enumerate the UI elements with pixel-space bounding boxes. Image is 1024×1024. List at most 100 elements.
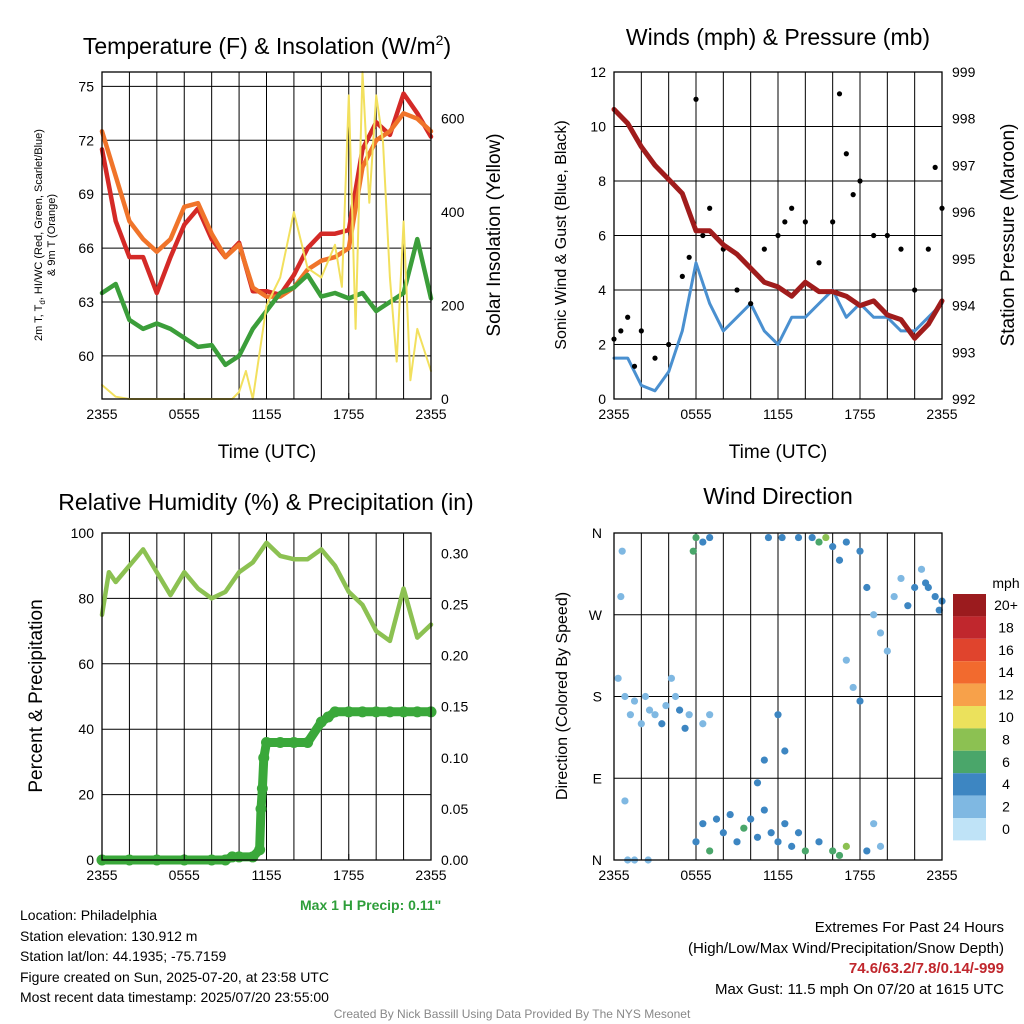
- wind-y-ticks-left: 0 2 4 6 8 10 12: [590, 64, 606, 407]
- direction-point: [764, 533, 773, 542]
- direction-point: [883, 647, 891, 655]
- colorbar-label: 12: [998, 687, 1014, 703]
- rh-panel: Relative Humidity (%) & Precipitation (i…: [26, 489, 474, 883]
- precip-point: [256, 782, 268, 794]
- gust-point: [898, 246, 904, 252]
- y-tick-label: W: [589, 607, 603, 623]
- colorbar-swatch: [953, 795, 986, 818]
- svg-text:2m T, Td, HI/WC (Red, Green, S: 2m T, Td, HI/WC (Red, Green, Scarlet/Blu…: [33, 129, 47, 341]
- direction-point: [617, 592, 625, 601]
- x-tick-label: 1155: [763, 406, 793, 422]
- y-tick-label: 0.25: [441, 597, 468, 613]
- gust-point: [884, 232, 890, 239]
- direction-point: [706, 847, 714, 855]
- direction-point: [917, 565, 926, 573]
- gust-point: [686, 254, 692, 260]
- temperature-x-ticks: 2355 0555 1155 1755 2355: [86, 393, 447, 422]
- direction-point: [794, 829, 803, 837]
- temperature-ylabel-right: Solar Insolation (Yellow): [484, 133, 505, 336]
- direction-point: [863, 847, 871, 855]
- gust-point: [693, 96, 699, 102]
- gust-point: [789, 205, 795, 211]
- direction-point: [808, 533, 816, 542]
- direction-point: [781, 747, 789, 755]
- y-tick-label: 63: [78, 294, 94, 310]
- colorbar-swatch: [953, 683, 986, 706]
- x-tick-label: 2355: [415, 867, 446, 883]
- colorbar-swatch: [953, 728, 986, 751]
- precip-point: [343, 706, 355, 718]
- x-tick-label: 2355: [926, 406, 957, 422]
- direction-point: [876, 842, 885, 850]
- extremes-info: Extremes For Past 24 Hours (High/Low/Max…: [688, 918, 1004, 1000]
- temperature-y-ticks-right: 0 200 400 600: [441, 111, 465, 407]
- station-location: Location: Philadelphia: [20, 907, 157, 923]
- direction-point: [829, 543, 837, 551]
- x-tick-label: 2355: [926, 867, 957, 883]
- y-tick-label: N: [592, 852, 602, 868]
- temperature-title: Temperature (F) & Insolation (W/m2): [83, 32, 451, 59]
- colorbar-swatch: [953, 706, 986, 729]
- precip-point: [274, 736, 286, 748]
- y-tick-label: 75: [78, 78, 94, 94]
- y-tick-label: E: [593, 770, 602, 786]
- rh-x-ticks: 2355 0555 1155 1755 2355: [86, 854, 447, 883]
- series-line-2m-t: [99, 91, 434, 298]
- direction-point: [870, 611, 878, 619]
- x-tick-label: 1155: [763, 867, 793, 883]
- direction-point: [815, 538, 823, 546]
- direction-point: [676, 706, 684, 714]
- direction-point: [645, 706, 654, 714]
- series-line-9m-t: [99, 111, 434, 299]
- max-gust: Max Gust: 11.5 mph On 07/20 at 1615 UTC: [714, 980, 1004, 998]
- y-tick-label: 8: [598, 173, 606, 189]
- gust-point: [775, 232, 781, 239]
- gust-point: [625, 314, 631, 320]
- gust-point: [830, 219, 836, 225]
- x-tick-label: 2355: [86, 867, 117, 883]
- x-tick-label: 1755: [333, 406, 364, 422]
- direction-point: [753, 779, 762, 787]
- gust-point: [652, 355, 658, 361]
- temperature-xlabel: Time (UTC): [218, 442, 317, 463]
- credit-line: Created By Nick Bassill Using Data Provi…: [333, 1007, 691, 1021]
- y-tick-label: N: [592, 525, 602, 541]
- y-tick-label: 0.20: [441, 648, 468, 664]
- direction-point: [794, 533, 803, 542]
- precip-point: [233, 851, 245, 863]
- x-tick-label: 1155: [251, 406, 281, 422]
- gust-point: [802, 219, 808, 225]
- winddir-x-ticks: 2355 0555 1155 1755 2355: [598, 854, 958, 883]
- colorbar-swatch: [953, 661, 986, 684]
- direction-point: [662, 701, 670, 710]
- precip-point: [356, 706, 368, 718]
- direction-point: [788, 842, 796, 850]
- y-tick-label: 400: [441, 204, 465, 220]
- direction-point: [685, 711, 693, 719]
- y-tick-label: 69: [78, 186, 94, 202]
- gust-point: [666, 341, 672, 348]
- precip-point: [398, 706, 410, 718]
- x-tick-label: 2355: [598, 867, 629, 883]
- rh-grid: [102, 532, 431, 861]
- y-tick-label: 0.10: [441, 750, 468, 766]
- direction-point: [856, 547, 864, 555]
- direction-point: [726, 810, 734, 819]
- x-tick-label: 1755: [333, 867, 364, 883]
- gust-point: [679, 273, 685, 279]
- x-tick-label: 2355: [86, 406, 117, 422]
- figure-created: Figure created on Sun, 2025-07-20, at 23…: [20, 968, 329, 985]
- direction-point: [621, 692, 629, 701]
- direction-point: [753, 833, 762, 841]
- gust-point: [782, 219, 788, 225]
- colorbar-label: 10: [998, 709, 1014, 725]
- colorbar-label: 20+: [994, 597, 1018, 613]
- direction-point: [842, 656, 850, 664]
- y-tick-label: 60: [78, 656, 94, 672]
- gust-point: [700, 232, 706, 239]
- gust-point: [871, 232, 877, 239]
- direction-point: [774, 838, 782, 846]
- direction-point: [856, 697, 864, 705]
- direction-point: [822, 533, 830, 542]
